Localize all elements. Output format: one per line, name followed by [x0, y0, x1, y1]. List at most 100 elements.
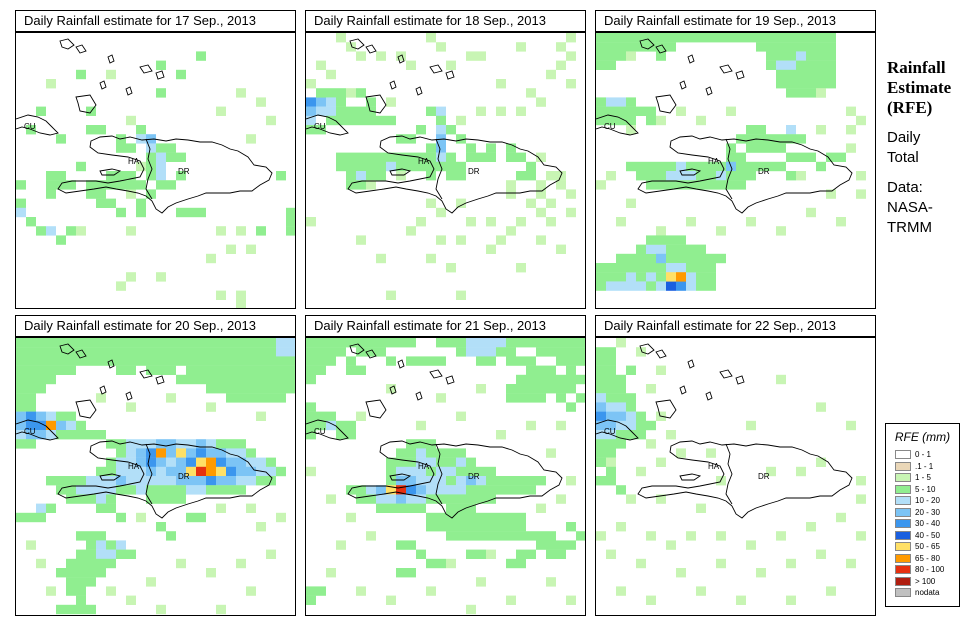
- rainfall-cell: [446, 152, 456, 162]
- island-outline: [735, 375, 745, 385]
- rainfall-cell: [96, 558, 106, 569]
- rainfall-cell: [726, 180, 736, 190]
- rainfall-cell: [276, 512, 286, 523]
- rainfall-cell: [456, 115, 466, 126]
- rainfall-cell: [676, 253, 686, 264]
- label-ha: HA: [128, 462, 140, 471]
- rainfall-cell: [266, 384, 276, 394]
- rainfall-cell: [566, 384, 576, 394]
- rainfall-cell: [566, 207, 576, 218]
- rainfall-cell: [246, 374, 256, 385]
- rainfall-cell: [316, 411, 326, 421]
- rainfall-cell: [606, 402, 616, 412]
- island-outline: [75, 44, 87, 54]
- rainfall-cell: [46, 180, 56, 190]
- rainfall-cell: [686, 531, 696, 541]
- rainfall-cell: [106, 549, 116, 559]
- rainfall-cell: [436, 42, 446, 52]
- rainfall-cell: [96, 356, 106, 366]
- rainfall-cell: [46, 171, 56, 181]
- rainfall-cell: [166, 338, 176, 348]
- rainfall-cell: [266, 338, 276, 348]
- rainfall-cell: [446, 466, 456, 477]
- rainfall-cell: [256, 356, 266, 366]
- rainfall-cell: [606, 466, 616, 477]
- rainfall-cell: [596, 365, 606, 375]
- legend-item: .1 - 1: [895, 461, 933, 472]
- rainfall-cell: [676, 171, 686, 181]
- rainfall-cell: [376, 161, 386, 172]
- rainfall-cell: [736, 134, 746, 144]
- rainfall-cell: [336, 430, 346, 440]
- rainfall-cell: [16, 402, 26, 412]
- rainfall-cell: [126, 356, 136, 366]
- rainfall-cell: [126, 402, 136, 412]
- rainfall-cell: [516, 217, 526, 227]
- rainfall-cell: [636, 272, 646, 282]
- rainfall-cell: [36, 503, 46, 513]
- rainfall-cell: [636, 253, 646, 264]
- rainfall-cell: [696, 244, 706, 254]
- rainfall-cell: [16, 180, 26, 190]
- rainfall-cell: [16, 439, 26, 449]
- rainfall-cell: [206, 347, 216, 357]
- rainfall-cell: [466, 522, 476, 532]
- rainfall-cell: [536, 97, 546, 107]
- rainfall-cell: [466, 152, 476, 162]
- rainfall-cell: [416, 439, 426, 449]
- rainfall-cell: [16, 420, 26, 431]
- rainfall-cell: [406, 338, 416, 348]
- rainfall-cell: [766, 60, 776, 70]
- rainfall-cell: [516, 485, 526, 495]
- rainfall-cell: [186, 374, 196, 385]
- rainfall-cell: [16, 374, 26, 385]
- rainfall-cell: [826, 60, 836, 70]
- rainfall-cell: [616, 253, 626, 264]
- rainfall-cell: [606, 97, 616, 107]
- coastline: [596, 343, 853, 519]
- rainfall-map: CU HA DR: [595, 32, 876, 309]
- rainfall-cell: [286, 365, 295, 375]
- rainfall-cell: [496, 476, 506, 486]
- legend-label: 30 - 40: [915, 519, 940, 528]
- rainfall-cell: [186, 338, 196, 348]
- rainfall-cell: [456, 290, 466, 300]
- rainfall-cell: [446, 171, 456, 181]
- legend-swatch: [895, 553, 911, 563]
- island-outline: [125, 391, 133, 401]
- rainfall-cell: [56, 347, 66, 357]
- legend-item: 0 - 1: [895, 450, 931, 460]
- rainfall-cell: [206, 365, 216, 375]
- rainfall-cell: [56, 365, 66, 375]
- rainfall-cell: [486, 152, 496, 162]
- rainfall-cell: [96, 568, 106, 578]
- rainfall-cell: [656, 161, 666, 172]
- rainfall-cell: [426, 439, 436, 449]
- rainfall-cell: [606, 420, 616, 431]
- rainfall-cell: [206, 568, 216, 578]
- rainfall-cell: [456, 531, 466, 541]
- rainfall-cell: [696, 180, 706, 190]
- rainfall-cell: [626, 115, 636, 126]
- coastline: [16, 38, 273, 214]
- rainfall-cell: [846, 143, 856, 153]
- rainfall-cell: [836, 217, 846, 227]
- label-cu: CU: [314, 122, 326, 131]
- rainfall-cell: [546, 374, 556, 385]
- island-outline: [99, 80, 107, 90]
- rainfall-cell: [566, 374, 576, 385]
- rainfall-cell: [206, 384, 216, 394]
- rainfall-cell: [86, 540, 96, 550]
- rainfall-cell: [616, 263, 626, 273]
- rainfall-cell: [146, 448, 156, 458]
- rainfall-cell: [506, 189, 516, 199]
- rainfall-cell: [346, 171, 356, 181]
- rainfall-cell: [106, 476, 116, 486]
- rainfall-cell: [266, 356, 276, 366]
- rainfall-cell: [196, 356, 206, 366]
- rainfall-cell: [36, 356, 46, 366]
- rainfall-cell: [256, 411, 266, 421]
- island-outline: [705, 86, 713, 96]
- island-outline: [155, 70, 165, 80]
- rainfall-cell: [776, 33, 786, 43]
